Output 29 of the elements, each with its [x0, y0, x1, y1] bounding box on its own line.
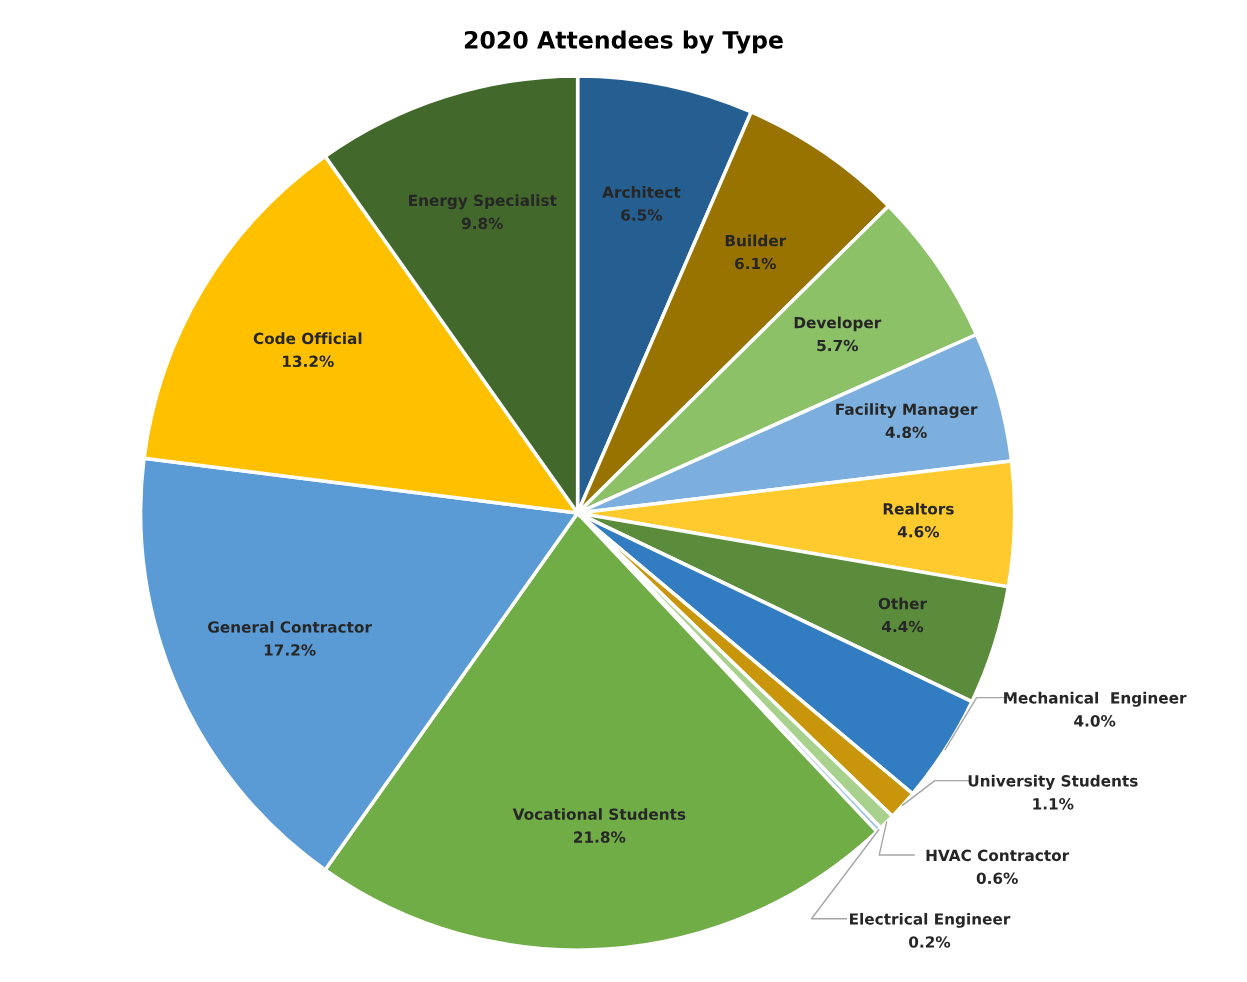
slice-label: Mechanical Engineer [1004, 691, 1187, 707]
slice-label: Energy Specialist [409, 194, 557, 210]
slice-label: Builder [725, 234, 787, 247]
slice-label: Code Official [253, 332, 362, 345]
data-label: 4.4% [881, 620, 924, 633]
data-label: 13.2% [283, 355, 334, 368]
data-label: 6.1% [735, 257, 776, 270]
data-label: 5.7% [817, 339, 858, 352]
slice-label: HVAC Contractor [926, 849, 1070, 862]
chart-title: 2020 Attendees by Type [464, 30, 783, 54]
data-label: 4.8% [885, 426, 927, 439]
slice-label: Facility Manager [836, 403, 978, 419]
data-label: 9.8% [461, 217, 503, 230]
slice-label: University Students [968, 774, 1138, 790]
slice-label: General Contractor [208, 621, 372, 633]
slice-label: Other [878, 597, 927, 610]
slice-label: Developer [794, 316, 882, 332]
slice-label: Architect [602, 186, 681, 198]
data-label: 17.2% [264, 644, 316, 656]
slice-label: Vocational Students [512, 808, 686, 820]
data-label: 4.0% [1074, 715, 1116, 727]
slice-label: Realtors [883, 502, 954, 515]
slice-label: Electrical Engineer [850, 912, 1011, 928]
data-label: 0.2% [909, 936, 951, 948]
data-label: 4.6% [897, 525, 940, 538]
data-label: 6.5% [621, 209, 663, 221]
data-label: 1.1% [1033, 798, 1074, 810]
data-label: 21.8% [574, 831, 626, 843]
data-label: 0.6% [976, 872, 1018, 885]
